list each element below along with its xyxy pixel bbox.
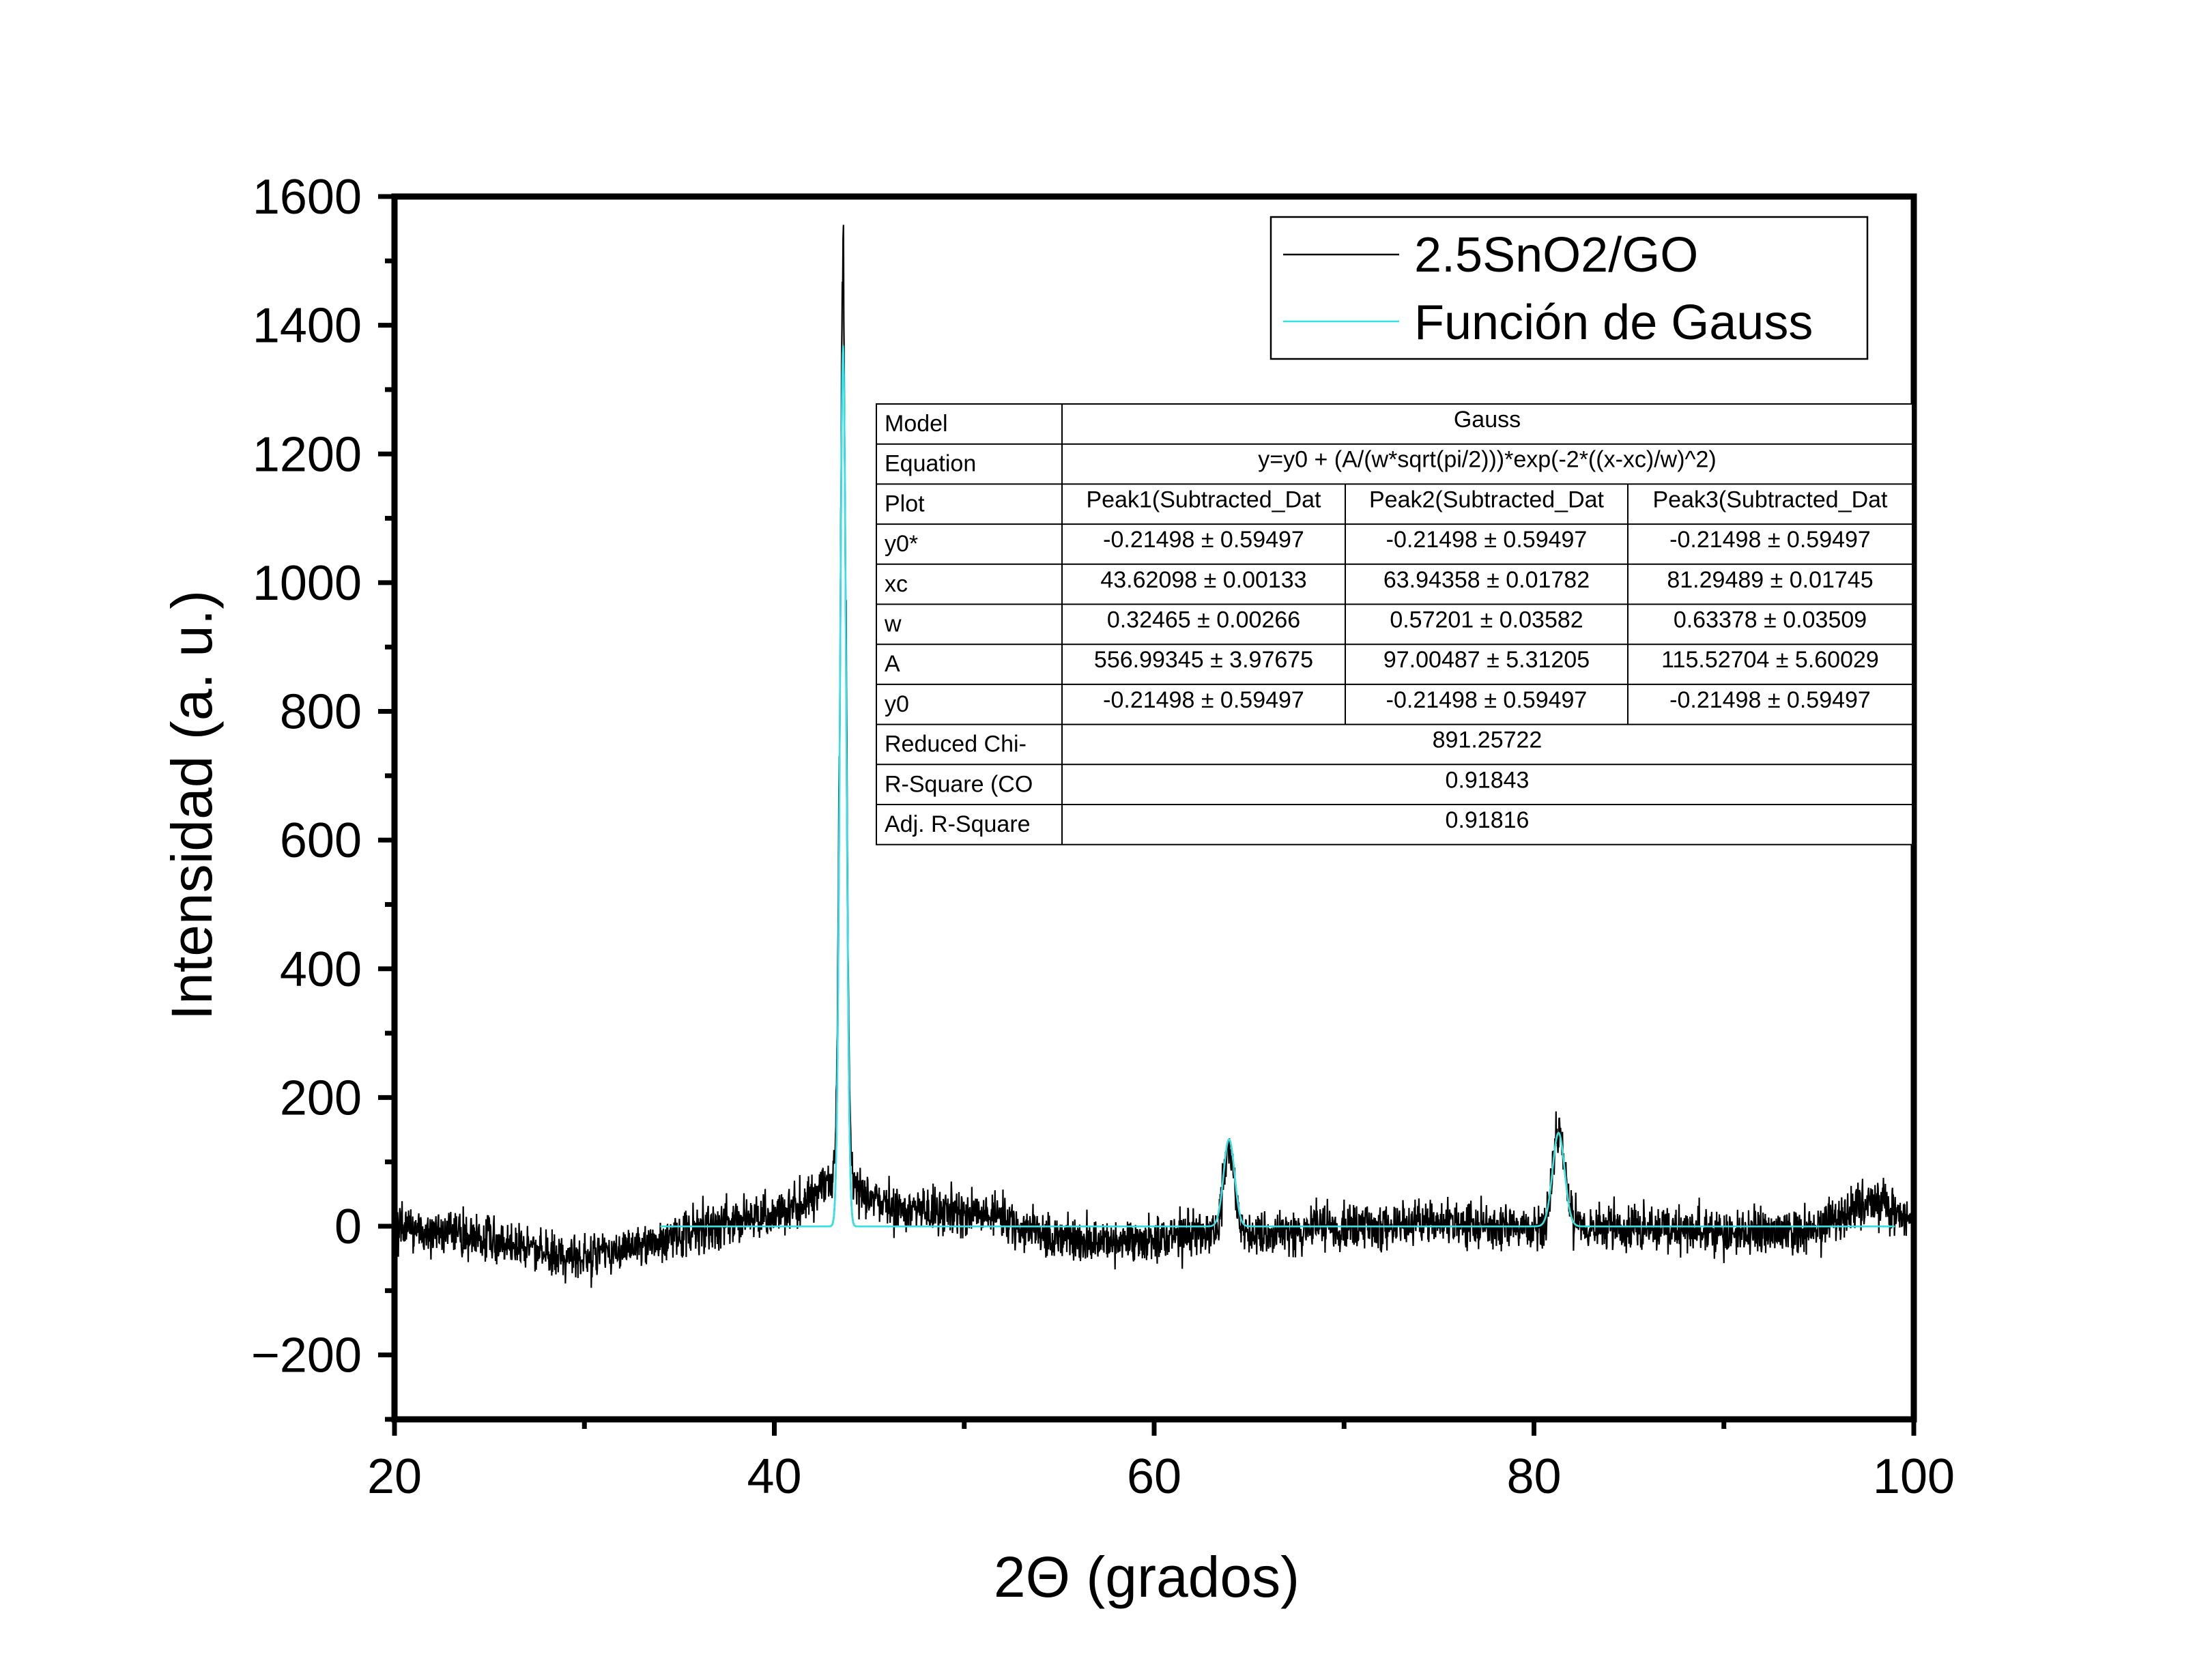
table-cell: -0.21498 ± 0.59497	[1103, 527, 1304, 553]
y-tick-label: 1400	[253, 299, 362, 353]
y-tick-label: 800	[280, 685, 362, 740]
table-cell-span: y=y0 + (A/(w*sqrt(pi/2)))*exp(-2*((x-xc)…	[1258, 447, 1716, 473]
y-tick-label: 200	[280, 1071, 362, 1125]
x-tick-label: 100	[1873, 1449, 1955, 1504]
table-row-label: Reduced Chi-	[885, 732, 1027, 757]
x-tick-label: 80	[1506, 1449, 1561, 1504]
table-cell: 81.29489 ± 0.01745	[1667, 567, 1873, 593]
y-tick-label: 400	[280, 942, 362, 997]
table-cell-span: 0.91843	[1446, 767, 1530, 793]
x-axis-title: 2Θ (grados)	[994, 1545, 1300, 1609]
table-row-label: Plot	[885, 491, 925, 517]
table-cell-span: Gauss	[1454, 407, 1521, 433]
table-cell: 556.99345 ± 3.97675	[1094, 647, 1313, 673]
table-cell: 63.94358 ± 0.01782	[1383, 567, 1590, 593]
table-cell: 97.00487 ± 5.31205	[1383, 647, 1590, 673]
table-cell: -0.21498 ± 0.59497	[1103, 687, 1304, 713]
y-axis-title: Intensidad (a. u.)	[160, 590, 224, 1020]
axes: 20 40 60 80 100 −200 0 200 400 600 800 1000 1200 1400…	[251, 170, 1955, 1504]
table-cell: 115.52704 ± 5.60029	[1661, 647, 1879, 673]
table-cell: Peak2(Subtracted_Dat	[1369, 487, 1605, 512]
table-cell: 0.32465 ± 0.00266	[1107, 607, 1300, 633]
table-cell: -0.21498 ± 0.59497	[1386, 527, 1588, 553]
table-cell: Peak3(Subtracted_Dat	[1653, 487, 1889, 512]
table-cell: 43.62098 ± 0.00133	[1100, 567, 1306, 593]
y-tick-label: 1000	[253, 556, 362, 611]
y-tick-label: 1600	[253, 170, 362, 225]
table-row-label: R-Square (CO	[885, 771, 1033, 797]
table-row-label: Adj. R-Square	[885, 811, 1031, 837]
table-row-label: xc	[885, 571, 908, 597]
table-cell: -0.21498 ± 0.59497	[1386, 687, 1588, 713]
y-tick-label: 600	[280, 813, 362, 868]
fit-results-table: Model Gauss Equation y=y0 + (A/(w*sqrt(pi/2…	[876, 403, 1913, 845]
y-tick-label: −200	[251, 1329, 362, 1383]
x-tick-label: 60	[1127, 1449, 1181, 1504]
table-row-label: w	[884, 611, 902, 637]
table-row-label: A	[885, 651, 900, 677]
table-cell: -0.21498 ± 0.59497	[1669, 687, 1871, 713]
legend-label-funcion-de-gauss: Función de Gauss	[1414, 295, 1813, 350]
x-tick-label: 20	[367, 1449, 422, 1504]
table-cell: 0.57201 ± 0.03582	[1390, 607, 1583, 633]
table-cell: -0.21498 ± 0.59497	[1669, 527, 1871, 553]
table-row-label: Model	[885, 411, 948, 437]
series-line-funcion-de-gauss	[660, 345, 1895, 1228]
table-row-label: y0*	[885, 531, 918, 557]
table-cell: Peak1(Subtracted_Dat	[1087, 487, 1322, 512]
table-row-label: Equation	[885, 451, 976, 477]
y-tick-label: 1200	[253, 427, 362, 482]
legend: 2.5SnO2/GO Función de Gauss	[1269, 216, 1869, 360]
plot-area	[393, 225, 1915, 1288]
table-cell: 0.63378 ± 0.03509	[1674, 607, 1867, 633]
y-tick-label: 0	[334, 1200, 362, 1254]
legend-label-2.5sno2-go: 2.5SnO2/GO	[1414, 228, 1698, 283]
table-row-label: y0	[885, 691, 909, 717]
series-line-2.5sno2-go	[393, 225, 1915, 1288]
legend-box	[1269, 216, 1869, 360]
x-tick-label: 40	[747, 1449, 801, 1504]
table-frame	[876, 403, 1913, 845]
table-cell-span: 0.91816	[1446, 807, 1530, 833]
table-cell-span: 891.25722	[1433, 727, 1543, 753]
